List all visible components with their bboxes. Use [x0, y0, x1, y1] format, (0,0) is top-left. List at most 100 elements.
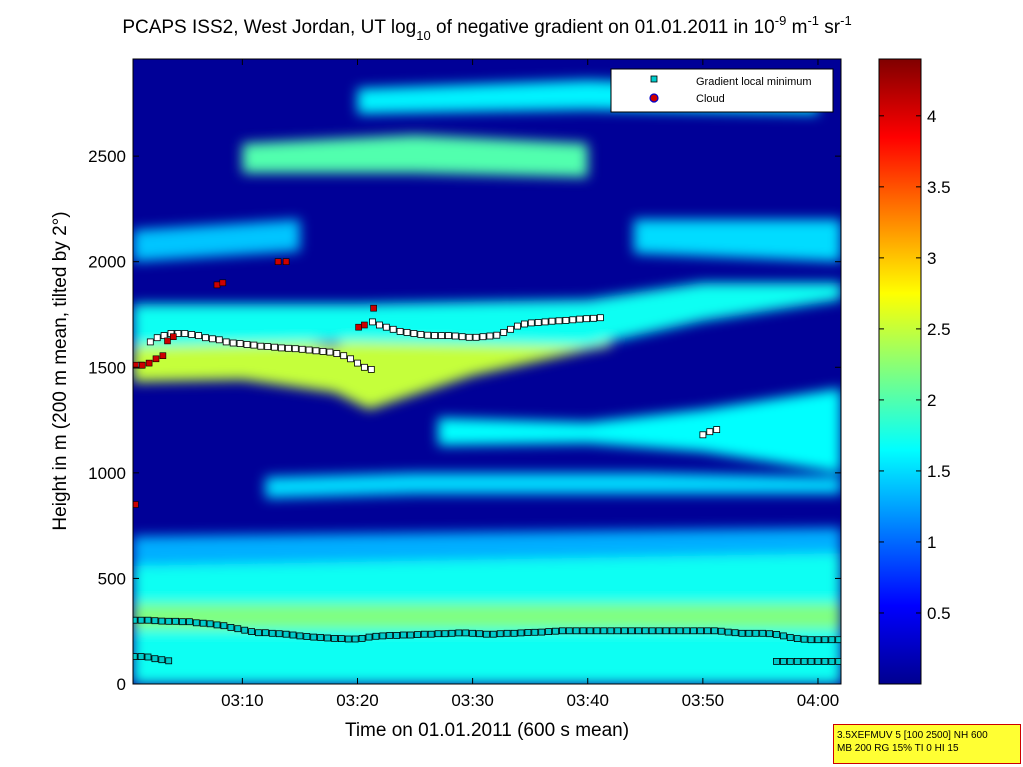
gradient-min-marker-34 — [365, 633, 373, 641]
gradient-min-marker-76 — [655, 627, 663, 635]
gradient-min-marker-31 — [344, 635, 352, 643]
gradient-min-marker-0 — [133, 616, 138, 624]
gradient-min-marker-96 — [793, 635, 801, 642]
heatmap-layer-10 — [242, 135, 588, 178]
gradient-min-marker-1 — [137, 616, 145, 624]
gradient-min-marker-16 — [241, 626, 249, 634]
gradient-min-marker-17 — [248, 628, 256, 635]
gradient-min-marker-116 — [821, 658, 829, 665]
gradient-min-marker-97 — [800, 635, 808, 643]
legend-marker-gradient-min — [650, 75, 658, 83]
parameter-info-box: 3.5XEFMUV 5 [100 2500] NH 600 MB 200 RG … — [833, 724, 1021, 764]
gradient-min-marker-48 — [462, 629, 470, 637]
gradient-min-marker-113 — [800, 658, 808, 665]
gradient-min-marker-13 — [220, 622, 228, 630]
gradient-min-marker-164 — [444, 332, 452, 340]
gradient-min-marker-101 — [828, 636, 836, 644]
gradient-min-marker-161 — [424, 331, 432, 339]
gradient-min-marker-18 — [255, 629, 262, 637]
gradient-min-marker-168 — [472, 333, 480, 341]
gradient-min-marker-57 — [524, 629, 532, 636]
gradient-min-marker-10 — [199, 619, 207, 627]
heatmap-layer-4 — [265, 472, 841, 499]
gradient-min-marker-146 — [326, 348, 334, 356]
y-tick-label-5: 2500 — [88, 147, 126, 166]
gradient-min-marker-100 — [821, 636, 829, 644]
cloud-marker-11 — [355, 323, 362, 331]
cloud-marker-7 — [213, 281, 221, 289]
gradient-min-marker-155 — [382, 323, 390, 331]
gradient-min-marker-3 — [151, 617, 159, 625]
gradient-min-marker-120 — [146, 338, 154, 346]
gradient-min-marker-170 — [486, 332, 494, 340]
cloud-marker-12 — [361, 321, 368, 329]
x-tick-label-5: 04:00 — [797, 691, 840, 710]
cloud-marker-8 — [219, 279, 227, 287]
cloud-marker-2 — [145, 359, 153, 367]
gradient-min-marker-111 — [786, 658, 794, 665]
gradient-min-marker-95 — [786, 634, 794, 641]
gradient-min-marker-186 — [597, 314, 604, 322]
gradient-min-marker-66 — [586, 627, 594, 635]
gradient-min-marker-133 — [236, 340, 244, 348]
gradient-min-marker-37 — [386, 632, 394, 639]
cloud-marker-4 — [159, 352, 167, 360]
gradient-min-marker-182 — [569, 316, 577, 324]
gradient-min-marker-131 — [222, 338, 230, 346]
heatmap-layer-2 — [133, 603, 841, 630]
gradient-min-marker-25 — [303, 633, 311, 640]
y-tick-label-0: 0 — [117, 675, 126, 694]
x-axis-ticks: 03:10 03:20 03:30 03:40 03:50 04:00 — [221, 59, 839, 710]
gradient-min-marker-29 — [331, 635, 338, 642]
colorbar-tick-label-7: 4 — [927, 107, 936, 126]
colorbar-tick-label-4: 2.5 — [927, 320, 951, 339]
gradient-min-marker-35 — [372, 632, 380, 640]
gradient-min-marker-39 — [400, 631, 407, 639]
gradient-min-marker-145 — [319, 347, 327, 355]
colorbar-tick-label-3: 2 — [927, 391, 936, 410]
gradient-min-marker-58 — [531, 628, 539, 636]
gradient-min-marker-181 — [562, 316, 570, 324]
cloud-marker-3 — [152, 355, 160, 363]
gradient-min-marker-109 — [773, 658, 780, 665]
gradient-min-marker-156 — [389, 325, 397, 333]
gradient-min-marker-105 — [144, 653, 152, 661]
legend-marker-cloud — [649, 93, 659, 103]
gradient-min-marker-154 — [375, 321, 383, 329]
gradient-min-marker-115 — [814, 658, 822, 665]
colorbar-ticks: 0.5 1 1.5 2 2.5 3 3.5 4 — [879, 107, 951, 623]
gradient-min-marker-130 — [215, 336, 223, 344]
info-line-2: MB 200 RG 15% TI 0 HI 15 — [837, 743, 959, 754]
gradient-min-marker-179 — [548, 317, 556, 325]
gradient-min-marker-138 — [271, 343, 279, 351]
gradient-min-marker-30 — [337, 635, 345, 642]
gradient-min-marker-88 — [738, 629, 746, 637]
gradient-min-marker-132 — [229, 339, 237, 347]
gradient-min-marker-137 — [264, 343, 272, 351]
gradient-min-marker-90 — [752, 629, 760, 637]
x-tick-label-0: 03:10 — [221, 691, 264, 710]
colorbar-tick-label-6: 3.5 — [927, 178, 951, 197]
gradient-min-marker-144 — [312, 347, 320, 355]
gradient-min-marker-162 — [431, 332, 439, 340]
heatmap-layers — [133, 80, 841, 684]
gradient-min-marker-143 — [305, 346, 313, 354]
x-tick-label-1: 03:20 — [336, 691, 379, 710]
gradient-min-marker-7 — [179, 618, 186, 626]
gradient-min-marker-103 — [133, 653, 138, 660]
gradient-min-marker-79 — [676, 627, 684, 635]
gradient-min-marker-8 — [185, 618, 193, 626]
gradient-min-marker-36 — [379, 632, 387, 640]
gradient-min-marker-2 — [144, 616, 152, 624]
y-tick-label-4: 2000 — [88, 253, 126, 272]
heatmap-layer-9 — [633, 219, 841, 262]
data-markers — [133, 258, 841, 665]
heatmap-layer-3 — [133, 527, 841, 566]
gradient-min-marker-167 — [465, 333, 473, 341]
gradient-min-marker-6 — [172, 617, 180, 625]
gradient-min-marker-19 — [261, 629, 269, 637]
gradient-min-marker-185 — [590, 314, 597, 322]
colorbar-tick-label-5: 3 — [927, 249, 936, 268]
gradient-min-marker-94 — [780, 632, 787, 640]
gradient-min-marker-50 — [476, 630, 483, 638]
